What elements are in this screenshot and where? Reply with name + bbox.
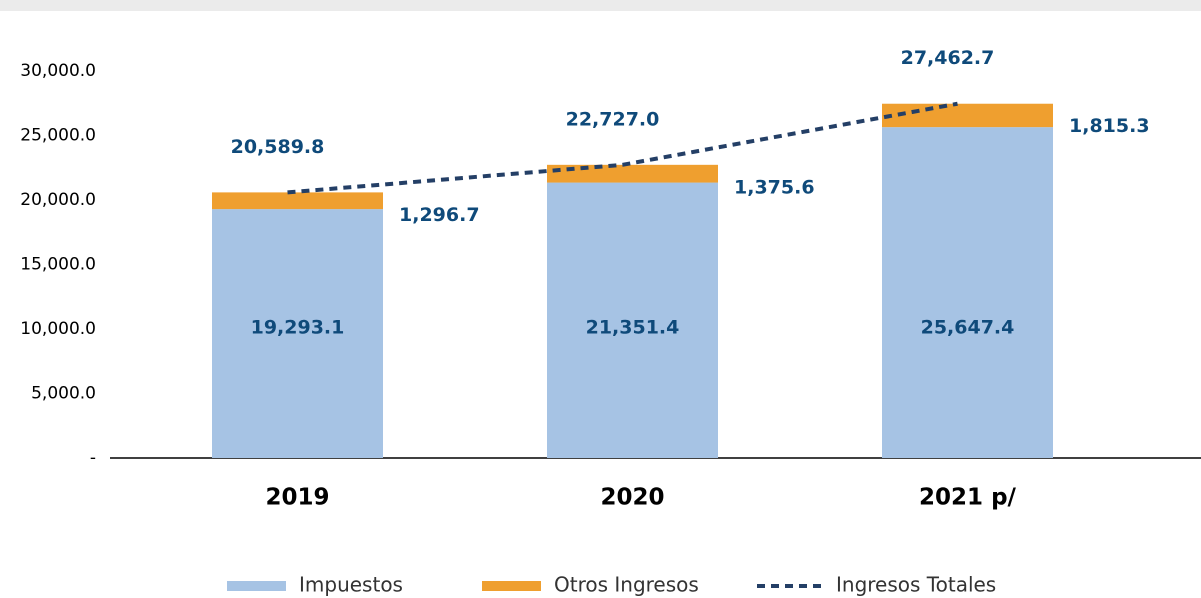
bar-segment: [212, 209, 383, 458]
data-label: 25,647.4: [921, 317, 1015, 339]
data-label: 21,351.4: [586, 317, 680, 339]
legend-swatch: [482, 581, 541, 591]
data-label: 1,815.3: [1069, 115, 1150, 137]
x-tick-label: 2020: [600, 485, 664, 511]
legend-label: Impuestos: [299, 573, 403, 597]
bar-segment: [212, 192, 383, 210]
y-tick-label: 5,000.0: [31, 384, 96, 404]
x-tick-label: 2021 p/: [919, 485, 1016, 511]
y-tick-label: 20,000.0: [20, 190, 96, 210]
x-tick-label: 2019: [265, 485, 329, 511]
y-tick-label: 10,000.0: [20, 319, 96, 339]
top-band: [0, 0, 1201, 11]
data-label: 22,727.0: [566, 108, 660, 130]
total-line: [287, 101, 958, 195]
data-label: 20,589.8: [231, 136, 325, 158]
y-tick-label: -: [90, 448, 96, 468]
y-tick-label: 15,000.0: [20, 255, 96, 275]
data-label: 19,293.1: [251, 317, 345, 339]
y-tick-label: 30,000.0: [20, 61, 96, 81]
bar-segment: [882, 127, 1053, 459]
bar-segment: [547, 182, 718, 458]
legend-label: Ingresos Totales: [836, 573, 996, 597]
bar-segment: [882, 103, 1053, 128]
legend-swatch: [227, 581, 286, 591]
data-label: 27,462.7: [901, 47, 995, 69]
data-label: 1,296.7: [399, 204, 480, 226]
bar-segment: [547, 164, 718, 183]
legend-label: Otros Ingresos: [554, 573, 699, 597]
data-label: 1,375.6: [734, 176, 815, 198]
y-tick-label: 25,000.0: [20, 126, 96, 146]
